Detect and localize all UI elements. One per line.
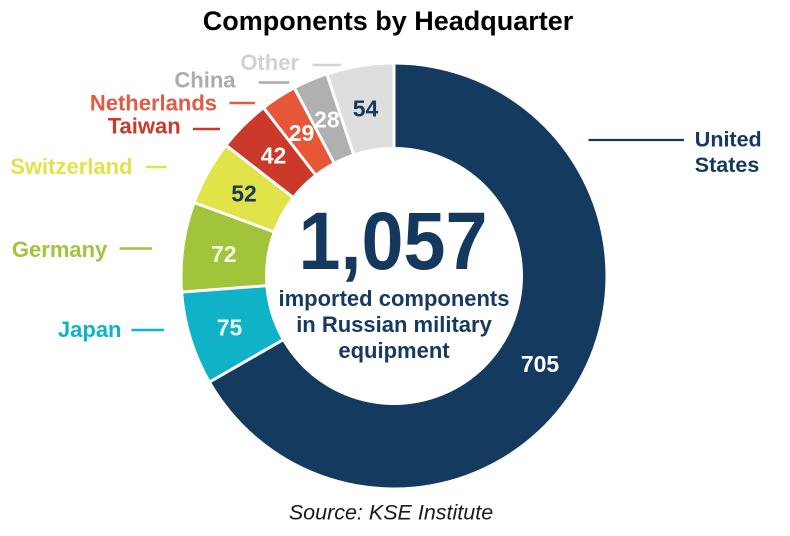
svg-text:in Russian military: in Russian military (296, 312, 492, 337)
svg-text:29: 29 (289, 120, 315, 146)
svg-text:Germany: Germany (12, 237, 108, 262)
svg-text:54: 54 (353, 96, 379, 122)
svg-text:Components by Headquarter: Components by Headquarter (203, 6, 574, 36)
svg-text:72: 72 (211, 241, 237, 267)
svg-text:Taiwan: Taiwan (108, 113, 181, 138)
svg-text:United: United (695, 128, 762, 152)
svg-text:equipment: equipment (338, 338, 450, 363)
svg-text:Netherlands: Netherlands (90, 91, 217, 116)
svg-text:Japan: Japan (58, 317, 122, 342)
svg-text:Source: KSE Institute: Source: KSE Institute (289, 501, 493, 525)
svg-text:52: 52 (231, 181, 257, 207)
svg-text:imported components: imported components (278, 286, 509, 311)
svg-text:28: 28 (314, 106, 340, 132)
svg-text:705: 705 (521, 351, 560, 377)
svg-text:75: 75 (217, 315, 243, 341)
svg-text:States: States (695, 153, 760, 177)
svg-text:Other: Other (240, 50, 299, 75)
svg-text:Switzerland: Switzerland (10, 154, 132, 179)
svg-text:China: China (174, 67, 236, 92)
svg-text:42: 42 (261, 143, 287, 169)
svg-text:1,057: 1,057 (299, 196, 488, 287)
